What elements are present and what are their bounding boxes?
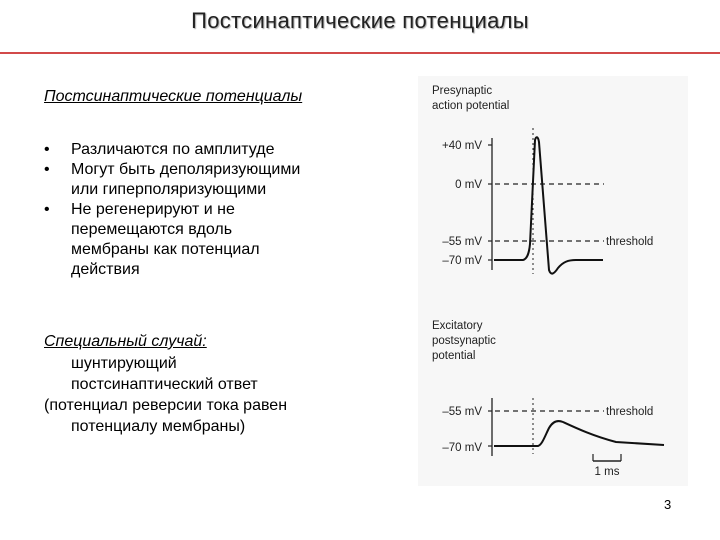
figure-svg: Presynaptic action potential +40 mV 0 mV… bbox=[432, 85, 665, 478]
page-number: 3 bbox=[664, 497, 672, 512]
section-heading: Постсинаптические потенциалы bbox=[44, 88, 303, 105]
y-label: –55 mV bbox=[442, 236, 482, 248]
bullet-text: Не регенерируют и не bbox=[71, 201, 235, 218]
top-panel-title: action potential bbox=[432, 100, 509, 112]
special-case-line: шунтирующий bbox=[71, 355, 177, 372]
y-label: +40 mV bbox=[442, 140, 482, 152]
y-label: –55 mV bbox=[442, 406, 482, 418]
bottom-panel-title: Excitatory bbox=[432, 320, 483, 332]
special-case-heading: Специальный случай: bbox=[44, 333, 207, 350]
epsp-trace bbox=[494, 420, 665, 447]
special-case-line: (потенциал реверсии тока равен bbox=[44, 397, 288, 414]
title-divider bbox=[0, 52, 720, 54]
bullet-marker: • bbox=[44, 161, 50, 178]
bullet-text: Различаются по амплитуде bbox=[71, 141, 275, 158]
bullet-text: мембраны как потенциал bbox=[71, 241, 260, 258]
y-label: –70 mV bbox=[442, 442, 482, 454]
threshold-label: threshold bbox=[606, 236, 653, 248]
bullet-item: • Различаются по амплитуде bbox=[44, 140, 394, 160]
bullet-item: • Могут быть деполяризующими или гиперпо… bbox=[44, 160, 394, 200]
bullet-text: Могут быть деполяризующими bbox=[71, 161, 301, 178]
bullet-text: действия bbox=[71, 261, 140, 278]
y-label: –70 mV bbox=[442, 255, 482, 267]
bullet-marker: • bbox=[44, 141, 50, 158]
top-panel-title: Presynaptic bbox=[432, 85, 492, 97]
bullet-marker: • bbox=[44, 201, 50, 218]
bullet-item: • Не регенерируют и не перемещаются вдол… bbox=[44, 200, 394, 280]
scale-label: 1 ms bbox=[595, 466, 620, 478]
special-case-line: потенциалу мембраны) bbox=[71, 418, 246, 435]
threshold-label: threshold bbox=[606, 406, 653, 418]
bullet-text: перемещаются вдоль bbox=[71, 221, 233, 238]
bottom-panel-title: postsynaptic bbox=[432, 335, 496, 347]
slide-title: Постсинаптические потенциалы bbox=[191, 8, 529, 33]
special-case-line: постсинаптический ответ bbox=[71, 376, 258, 393]
potential-figure: Presynaptic action potential +40 mV 0 mV… bbox=[418, 76, 688, 486]
y-label: 0 mV bbox=[455, 179, 482, 191]
bullet-list: • Различаются по амплитуде • Могут быть … bbox=[44, 140, 394, 280]
bullet-text: или гиперполяризующими bbox=[71, 181, 267, 198]
action-potential-trace bbox=[494, 136, 603, 275]
special-case-text: шунтирующий постсинаптический ответ (пот… bbox=[44, 353, 404, 437]
bottom-panel-title: potential bbox=[432, 350, 475, 362]
